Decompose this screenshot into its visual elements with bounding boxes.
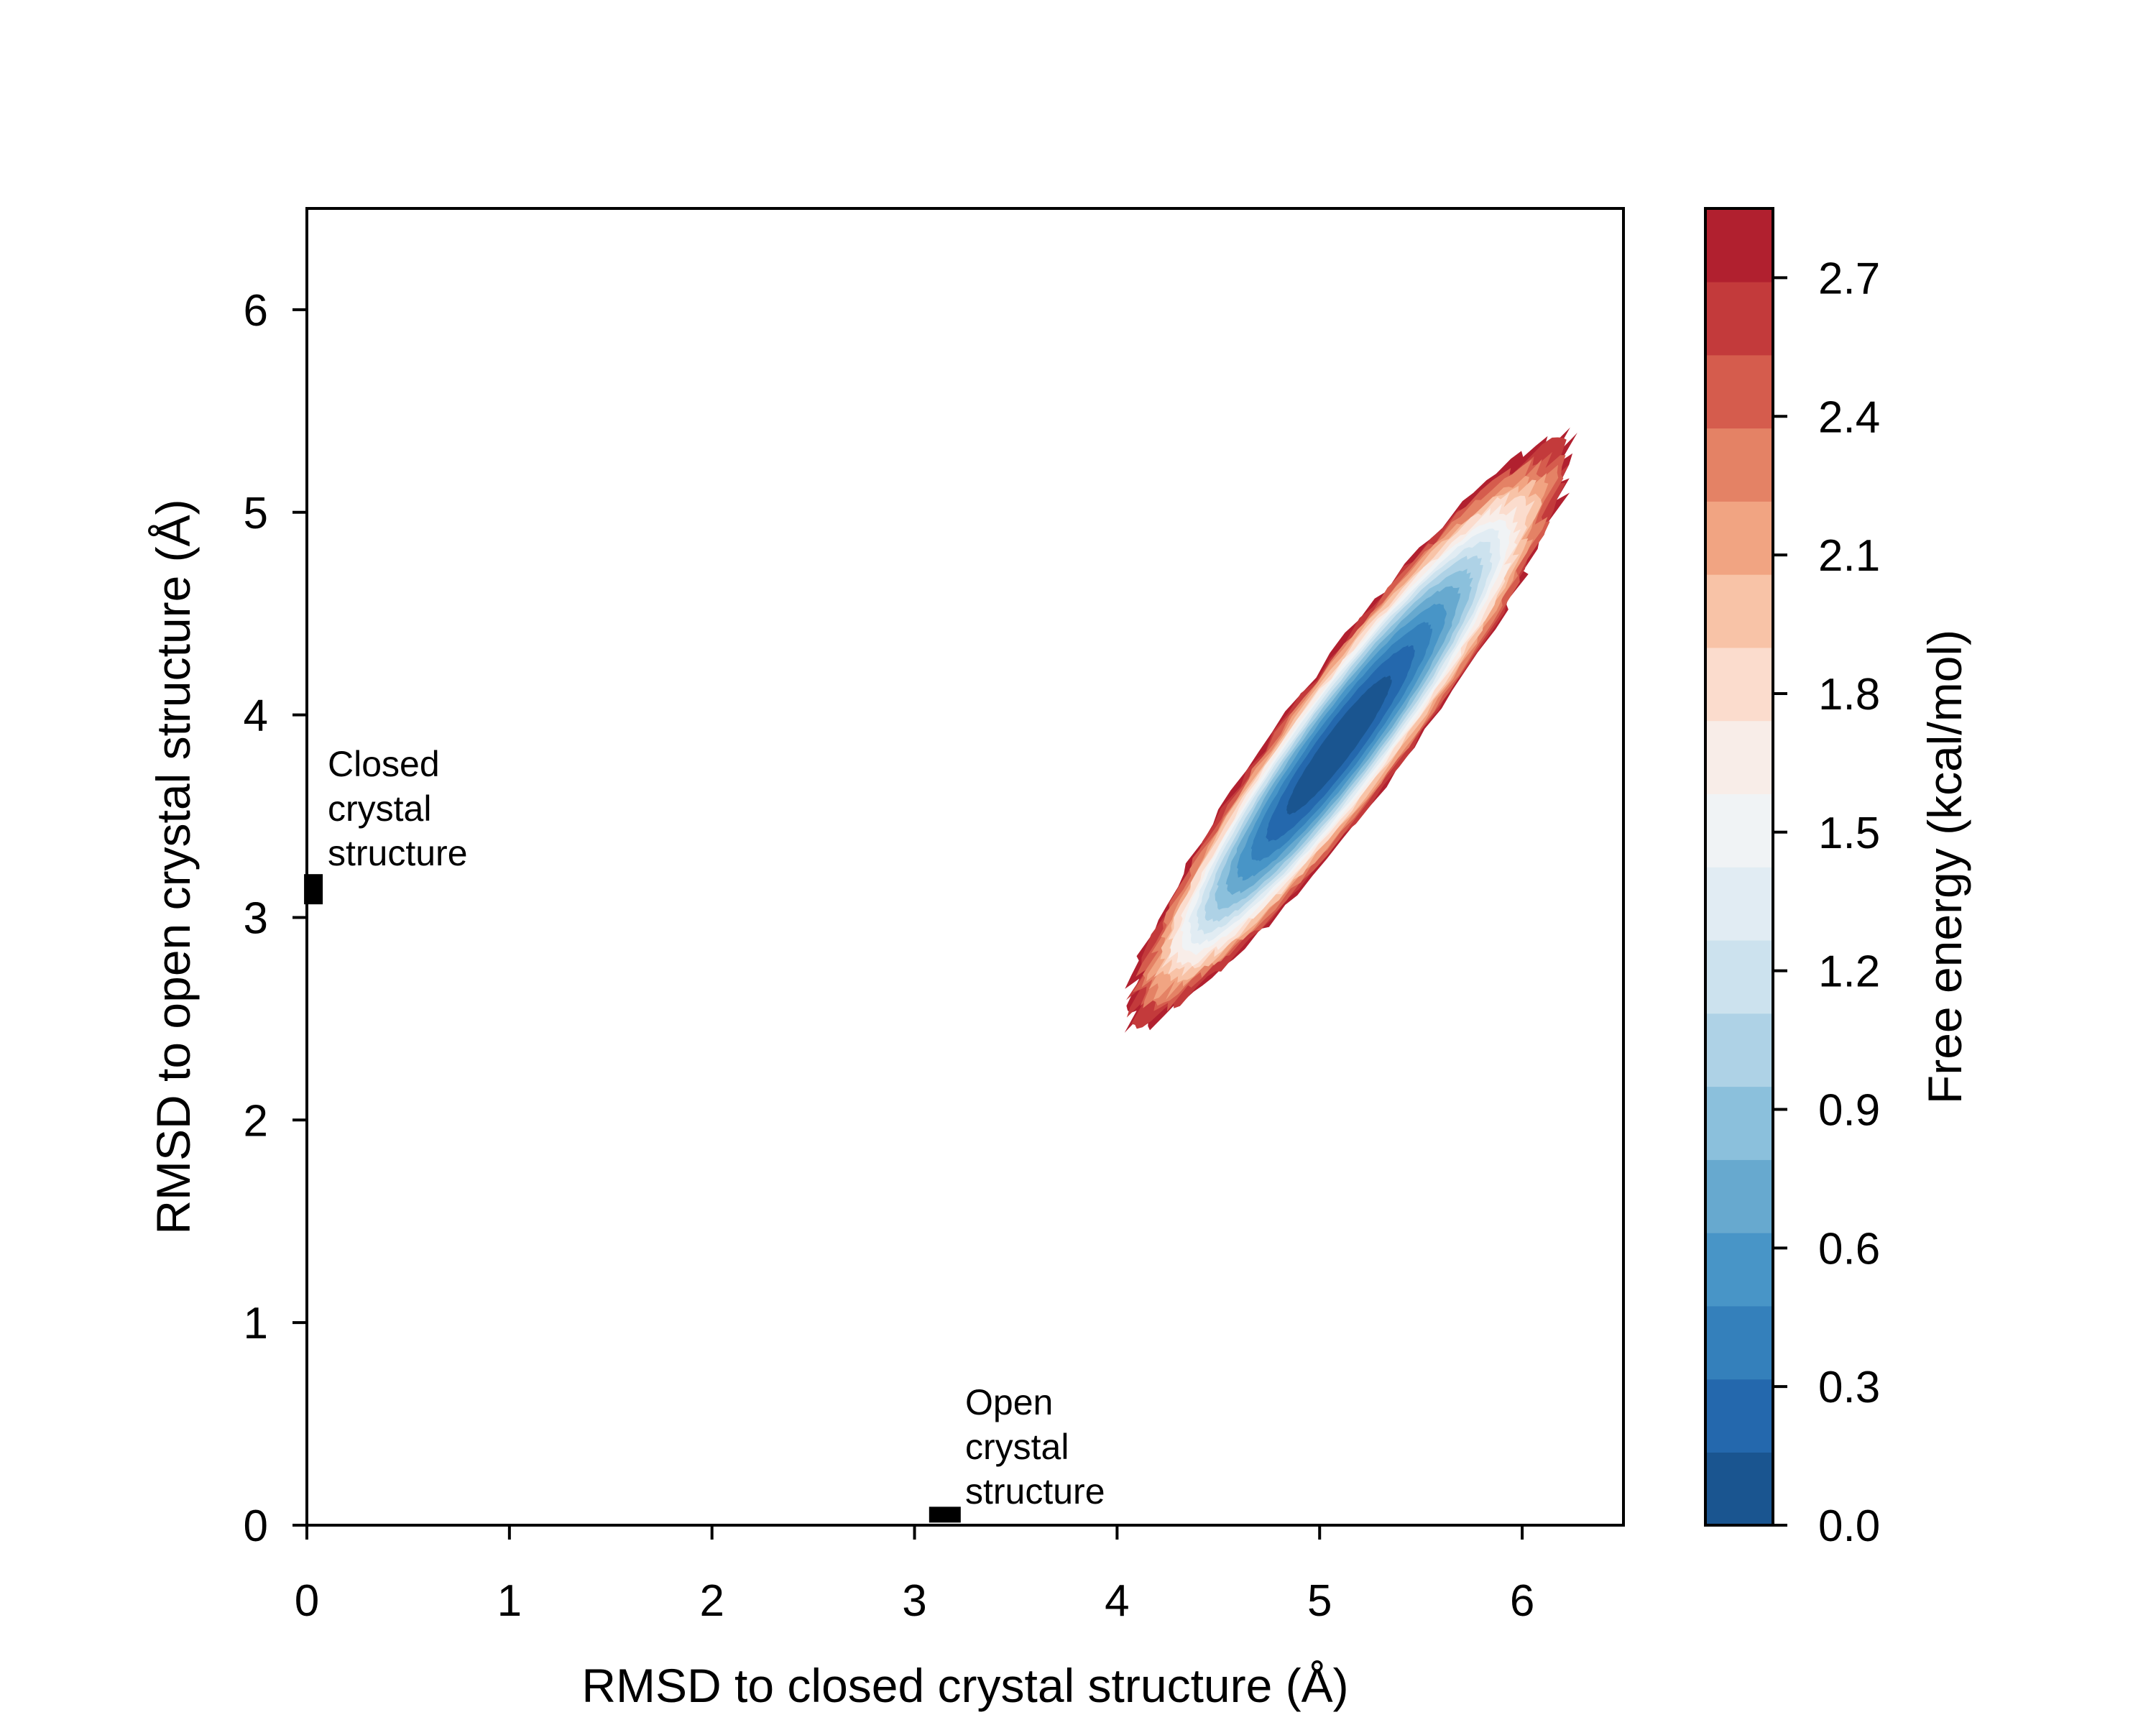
colorbar-level <box>1705 281 1773 356</box>
x-tick-label: 5 <box>1307 1576 1332 1626</box>
free-energy-map <box>1124 427 1577 1033</box>
y-axis-label: RMSD to open crystal structure (Å) <box>147 499 200 1234</box>
colorbar-tick-label: 2.1 <box>1818 531 1880 581</box>
open-crystal-marker <box>929 1506 961 1523</box>
colorbar-level <box>1705 1086 1773 1160</box>
colorbar-level <box>1705 1013 1773 1087</box>
closed-crystal-label: structure <box>328 833 468 873</box>
y-tick-label: 6 <box>244 286 268 336</box>
colorbar-tick-label: 1.2 <box>1818 947 1880 997</box>
open-crystal-label: Open <box>965 1382 1053 1422</box>
colorbar <box>1705 208 1773 1526</box>
colorbar-tick-label: 1.8 <box>1818 670 1880 719</box>
colorbar-tick-label: 0.9 <box>1818 1085 1880 1135</box>
colorbar-level <box>1705 574 1773 648</box>
x-tick-label: 0 <box>295 1576 319 1626</box>
y-tick-label: 2 <box>244 1096 268 1146</box>
colorbar-tick-label: 2.7 <box>1818 254 1880 303</box>
colorbar-tick-label: 1.5 <box>1818 809 1880 858</box>
open-crystal-label: structure <box>965 1471 1105 1512</box>
x-tick-label: 2 <box>699 1576 724 1626</box>
colorbar-level <box>1705 1232 1773 1307</box>
x-axis-label: RMSD to closed crystal structure (Å) <box>581 1659 1348 1712</box>
colorbar-level <box>1705 354 1773 429</box>
colorbar-level <box>1705 1452 1773 1526</box>
y-tick-label: 4 <box>244 691 268 741</box>
x-tick-label: 1 <box>497 1576 522 1626</box>
colorbar-label: Free energy (kcal/mol) <box>1918 630 1971 1104</box>
closed-crystal-label: Closed <box>328 744 440 784</box>
colorbar-level <box>1705 867 1773 941</box>
colorbar-tick-label: 0.0 <box>1818 1501 1880 1551</box>
colorbar-level <box>1705 1379 1773 1453</box>
colorbar-level <box>1705 208 1773 282</box>
y-tick-label: 3 <box>244 893 268 943</box>
plot-frame <box>305 207 1625 1527</box>
colorbar-level <box>1705 1305 1773 1380</box>
crystal-markers: ClosedcrystalstructureOpencrystalstructu… <box>304 744 1105 1523</box>
y-tick-label: 0 <box>244 1501 268 1551</box>
colorbar-level <box>1705 1159 1773 1233</box>
energy-contour-band <box>1286 675 1392 815</box>
colorbar-level <box>1705 647 1773 722</box>
closed-crystal-label: crystal <box>328 788 431 829</box>
colorbar-ticks: 0.0 0.3 0.6 0.9 1.2 1.5 1.8 2.1 2.4 2.7 <box>1773 254 1880 1551</box>
y-axis-ticks: 0 1 2 3 4 5 6 <box>244 286 307 1551</box>
colorbar-level <box>1705 501 1773 575</box>
colorbar-tick-label: 2.4 <box>1818 392 1880 442</box>
plot-background <box>307 208 1623 1525</box>
open-crystal-label: crystal <box>965 1427 1069 1467</box>
colorbar-level <box>1705 720 1773 795</box>
colorbar-level <box>1705 794 1773 868</box>
colorbar-level <box>1705 939 1773 1014</box>
x-tick-label: 4 <box>1105 1576 1129 1626</box>
colorbar-frame <box>1704 207 1774 1527</box>
y-tick-label: 1 <box>244 1299 268 1348</box>
x-axis-ticks: 0 1 2 3 4 5 6 <box>295 1525 1534 1626</box>
colorbar-level <box>1705 428 1773 502</box>
y-tick-label: 5 <box>244 489 268 538</box>
x-tick-label: 6 <box>1510 1576 1534 1626</box>
colorbar-tick-label: 0.3 <box>1818 1363 1880 1412</box>
x-tick-label: 3 <box>902 1576 926 1626</box>
colorbar-tick-label: 0.6 <box>1818 1224 1880 1274</box>
